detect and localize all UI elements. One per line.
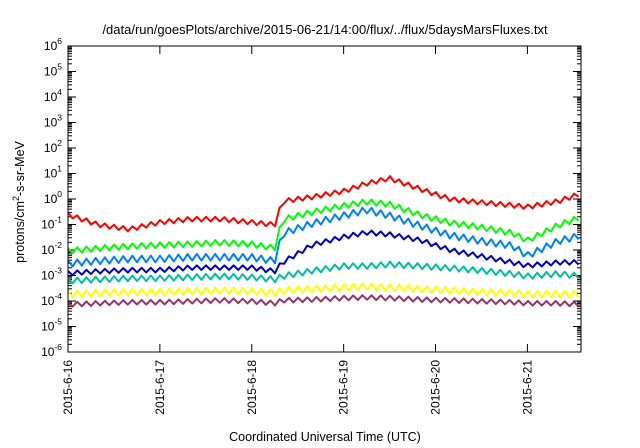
series-line (67, 198, 580, 255)
chart-title: /data/run/goesPlots/archive/2015-06-21/1… (102, 22, 548, 37)
x-tick-label: 2015-6-20 (429, 360, 443, 415)
axis-ticks: 10-6 10-5 10-4 10-3 10-2 10-1 100 101 102 103 104 1… (41, 36, 581, 415)
y-tick-label: 10-5 (41, 317, 62, 334)
series-line (67, 175, 580, 233)
y-axis-label-post: -s-sr-MeV (13, 140, 27, 196)
series-line (67, 294, 580, 308)
plot-frame (67, 45, 582, 353)
x-axis-label: Coordinated Universal Time (UTC) (229, 430, 421, 444)
series-lines (67, 175, 580, 308)
y-axis-label-sup: 2 (11, 196, 21, 201)
y-axis-label-pre: protons/cm (13, 201, 27, 263)
y-tick-label: 101 (44, 164, 62, 181)
series-line (67, 260, 580, 285)
x-tick-label: 2015-6-19 (337, 360, 351, 415)
y-tick-label: 10-1 (41, 215, 62, 232)
y-tick-label: 10-6 (41, 342, 62, 359)
series-line (67, 282, 580, 299)
y-axis-label: protons/cm2-s-sr-MeV (11, 140, 27, 262)
y-tick-label: 10-3 (41, 266, 62, 283)
series-line (67, 206, 580, 268)
y-tick-label: 10-2 (41, 240, 62, 257)
y-tick-label: 104 (44, 87, 62, 104)
x-tick-label: 2015-6-17 (153, 360, 167, 415)
series-line (67, 229, 580, 277)
x-tick-label: 2015-6-18 (245, 360, 259, 415)
y-tick-label: 106 (44, 36, 62, 53)
y-tick-label: 102 (44, 138, 62, 155)
x-tick-label: 2015-6-16 (61, 360, 75, 415)
y-tick-label: 100 (44, 189, 62, 206)
y-tick-label: 103 (44, 113, 62, 130)
y-tick-label: 105 (44, 62, 62, 79)
x-tick-label: 2015-6-21 (520, 360, 534, 415)
y-tick-label: 10-4 (41, 291, 62, 308)
